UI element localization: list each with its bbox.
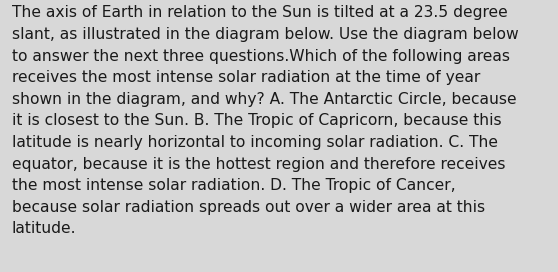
Text: The axis of Earth in relation to the Sun is tilted at a 23.5 degree
slant, as il: The axis of Earth in relation to the Sun… xyxy=(12,5,518,236)
